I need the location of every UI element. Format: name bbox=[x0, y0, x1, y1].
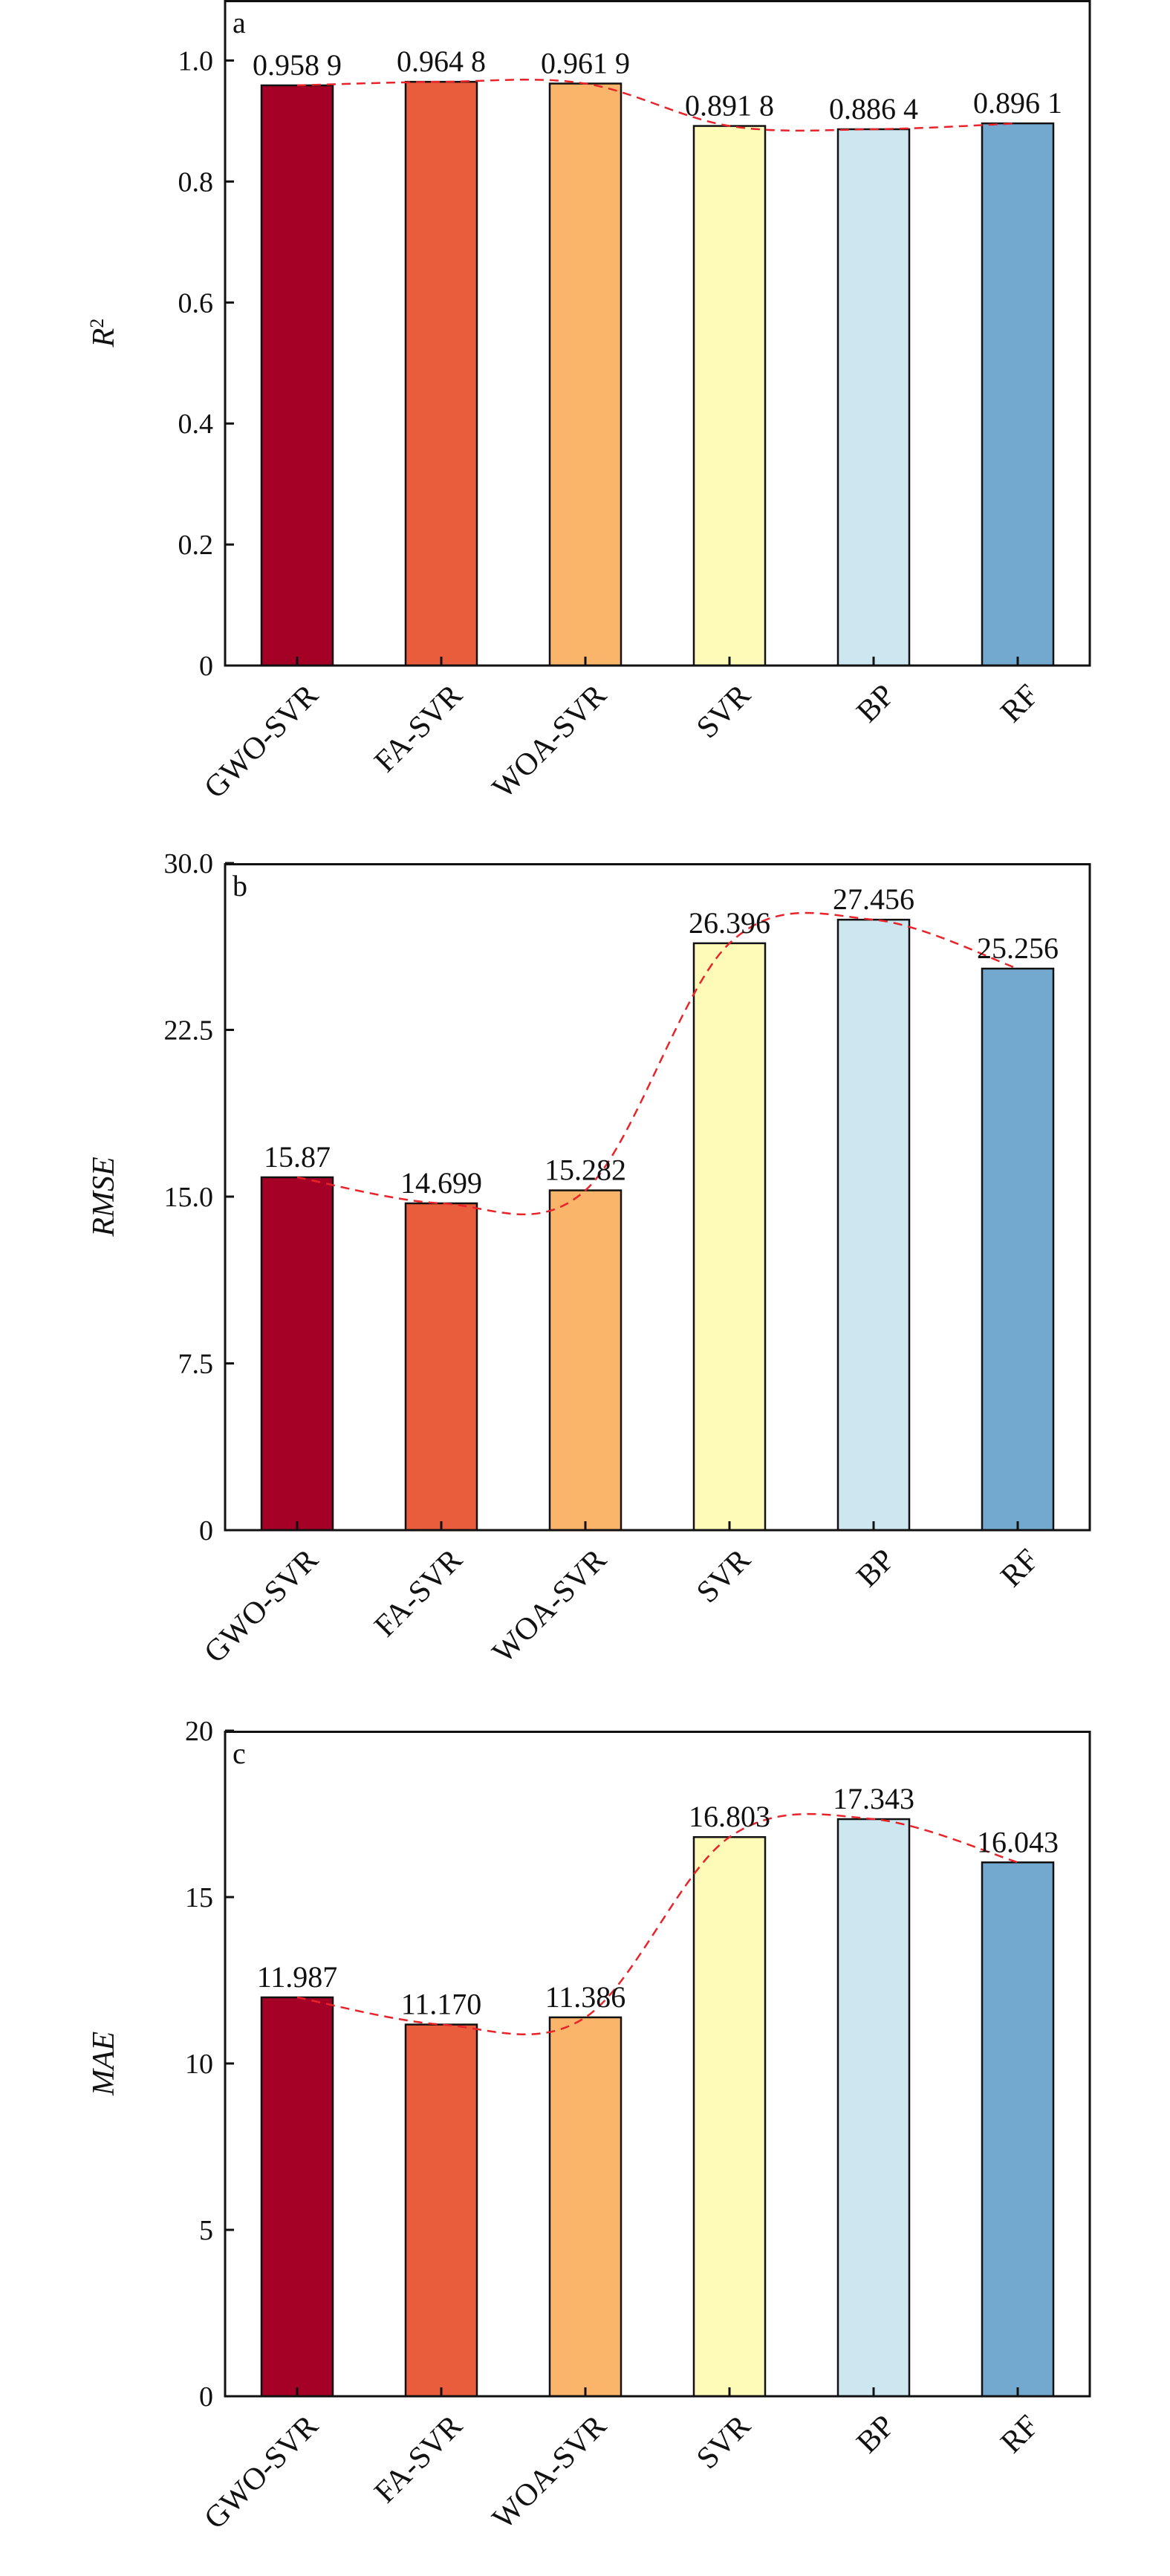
y-tick-label: 0 bbox=[199, 1515, 213, 1546]
y-tick-label: 0.6 bbox=[178, 287, 214, 319]
y-axis-label: RMSE bbox=[87, 1157, 121, 1237]
bar-bp bbox=[836, 128, 911, 667]
y-tick-label: 22.5 bbox=[164, 1015, 214, 1047]
value-label: 27.456 bbox=[833, 882, 914, 916]
value-label: 11.987 bbox=[257, 1960, 338, 1994]
x-tick-label-bp: BP bbox=[851, 678, 902, 729]
x-tick-label-fa-svr: FA-SVR bbox=[368, 1543, 469, 1644]
bar-bp bbox=[836, 918, 911, 1532]
y-tick-label: 0.2 bbox=[178, 530, 214, 561]
plot-frame bbox=[224, 863, 1091, 1532]
y-tick-label: 0.8 bbox=[178, 166, 214, 198]
value-label: 0.964 8 bbox=[397, 45, 486, 78]
value-label: 25.256 bbox=[977, 931, 1059, 965]
bar-gwo-svr bbox=[260, 1176, 334, 1532]
x-tick-label-svr: SVR bbox=[690, 2409, 757, 2476]
x-tick-label-bp: BP bbox=[851, 1543, 902, 1594]
value-label: 0.961 9 bbox=[541, 46, 630, 79]
x-tick-label-rf: RF bbox=[995, 2409, 1046, 2460]
y-tick-label: 15.0 bbox=[164, 1182, 214, 1213]
trend-line bbox=[296, 1812, 1018, 2036]
bar-bp bbox=[836, 1818, 911, 2398]
panel-letter: c bbox=[233, 1737, 246, 1770]
y-tick-label: 1.0 bbox=[178, 45, 214, 77]
x-tick-label-fa-svr: FA-SVR bbox=[368, 678, 469, 779]
x-tick-label-woa-svr: WOA-SVR bbox=[486, 2409, 613, 2536]
bar-gwo-svr bbox=[260, 84, 334, 667]
x-tick-label-rf: RF bbox=[995, 1543, 1046, 1594]
y-tick-label: 20 bbox=[185, 1716, 213, 1747]
value-label: 16.803 bbox=[689, 1800, 770, 1833]
bar-svr bbox=[692, 942, 767, 1532]
bar-svr bbox=[692, 1835, 767, 2398]
x-tick-label-fa-svr: FA-SVR bbox=[368, 2409, 469, 2510]
x-tick-label-rf: RF bbox=[995, 678, 1046, 729]
x-tick-label-svr: SVR bbox=[690, 678, 757, 745]
x-tick-label-svr: SVR bbox=[690, 1543, 757, 1610]
x-tick-label-gwo-svr: GWO-SVR bbox=[198, 1543, 325, 1670]
y-tick-label: 7.5 bbox=[178, 1349, 214, 1380]
plot-frame bbox=[224, 1731, 1091, 2398]
y-axis-label: R2 bbox=[86, 319, 122, 348]
bar-rf bbox=[981, 1861, 1055, 2398]
value-label: 0.886 4 bbox=[829, 92, 918, 126]
value-label: 11.386 bbox=[545, 1980, 626, 2014]
x-tick-label-bp: BP bbox=[851, 2409, 902, 2460]
value-label: 15.282 bbox=[545, 1154, 626, 1187]
y-tick-label: 10 bbox=[185, 2049, 213, 2080]
trend-line bbox=[296, 911, 1018, 1216]
value-label: 15.87 bbox=[264, 1140, 331, 1174]
bar-rf bbox=[981, 122, 1055, 667]
chart-panel-b: 15.87 14.699 15.282 26.396 27.456 25.256 0 7.5 1… bbox=[87, 848, 1091, 1670]
chart-panel-a: 0.958 9 0.964 8 0.961 9 0.891 8 0.886 4 0.896… bbox=[86, 0, 1091, 805]
y-tick-label: 0 bbox=[199, 2381, 213, 2413]
x-tick-label-woa-svr: WOA-SVR bbox=[486, 678, 613, 805]
bar-svr bbox=[692, 125, 767, 667]
y-tick-label: 0 bbox=[199, 651, 213, 682]
x-tick-label-gwo-svr: GWO-SVR bbox=[198, 678, 325, 805]
value-label: 26.396 bbox=[689, 906, 770, 940]
value-label: 0.891 8 bbox=[685, 89, 774, 123]
y-tick-label: 15 bbox=[185, 1882, 213, 1913]
x-tick-label-woa-svr: WOA-SVR bbox=[486, 1543, 613, 1670]
y-tick-label: 5 bbox=[199, 2215, 213, 2246]
value-label: 17.343 bbox=[833, 1782, 914, 1815]
value-label: 0.958 9 bbox=[253, 48, 342, 82]
plot-frame bbox=[224, 0, 1091, 667]
y-tick-label: 30.0 bbox=[164, 848, 214, 879]
panel-letter: b bbox=[233, 869, 247, 902]
x-tick-label-gwo-svr: GWO-SVR bbox=[198, 2409, 325, 2536]
trend-line bbox=[296, 79, 1018, 132]
value-label: 11.170 bbox=[401, 1988, 482, 2021]
value-label: 0.896 1 bbox=[973, 86, 1062, 120]
chart-panel-c: 11.987 11.170 11.386 16.803 17.343 16.043 0 5 10… bbox=[87, 1716, 1091, 2536]
bar-woa-svr bbox=[548, 2016, 623, 2398]
panel-letter: a bbox=[233, 6, 246, 39]
bar-rf bbox=[981, 967, 1055, 1532]
bar-fa-svr bbox=[404, 1202, 478, 1532]
y-axis-label: MAE bbox=[87, 2032, 121, 2096]
bar-gwo-svr bbox=[260, 1996, 334, 2398]
bar-fa-svr bbox=[404, 80, 478, 667]
value-label: 16.043 bbox=[977, 1825, 1059, 1858]
bar-fa-svr bbox=[404, 2023, 478, 2398]
bar-woa-svr bbox=[548, 82, 623, 667]
bar-woa-svr bbox=[548, 1189, 623, 1532]
value-label: 14.699 bbox=[400, 1166, 482, 1200]
y-tick-label: 0.4 bbox=[178, 409, 214, 440]
